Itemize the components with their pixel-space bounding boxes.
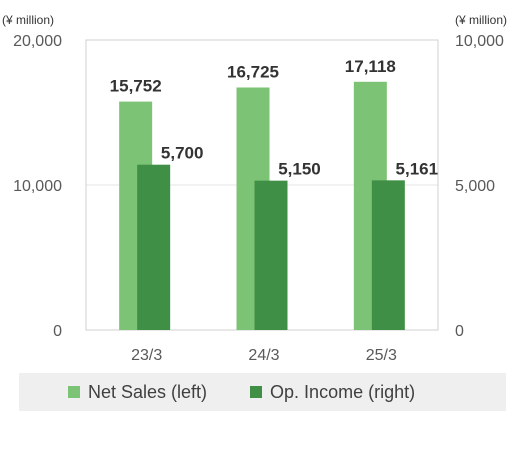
x-tick-label: 25/3 bbox=[366, 347, 397, 364]
x-tick-label: 24/3 bbox=[248, 347, 279, 364]
bar-op-income bbox=[371, 180, 405, 330]
data-label-net-sales: 17,118 bbox=[345, 57, 396, 76]
right-axis-unit: (¥ million) bbox=[455, 13, 507, 27]
data-label-op-income: 5,700 bbox=[161, 144, 204, 163]
legend-label-op-income: Op. Income (right) bbox=[270, 381, 416, 402]
data-label-net-sales: 15,752 bbox=[110, 77, 162, 96]
data-label-net-sales: 16,725 bbox=[227, 62, 279, 81]
legend-item-net-sales: Net Sales (left) bbox=[68, 382, 207, 403]
right-tick-label: 5,000 bbox=[455, 178, 495, 195]
data-labels: 15,752 5,700 16,725 5,150 17,118 5,161 bbox=[110, 57, 438, 179]
left-axis-ticks: 0 10,000 20,000 bbox=[13, 33, 62, 340]
right-tick-label: 0 bbox=[455, 323, 464, 340]
bar-op-income bbox=[137, 164, 171, 330]
legend: Net Sales (left) Op. Income (right) bbox=[19, 373, 506, 411]
left-tick-label: 0 bbox=[53, 323, 62, 340]
legend-swatch-net-sales bbox=[68, 386, 80, 398]
right-tick-label: 10,000 bbox=[455, 33, 504, 50]
legend-swatch-op-income bbox=[250, 386, 263, 398]
data-label-op-income: 5,161 bbox=[396, 159, 439, 178]
bar-op-income bbox=[254, 180, 288, 330]
bars bbox=[119, 81, 405, 330]
legend-item-op-income: Op. Income (right) bbox=[250, 382, 415, 403]
x-axis-ticks: 23/3 24/3 25/3 bbox=[131, 347, 397, 364]
left-tick-label: 20,000 bbox=[13, 33, 62, 50]
left-axis-unit: (¥ million) bbox=[2, 13, 54, 27]
right-axis-ticks: 0 5,000 10,000 bbox=[455, 33, 504, 340]
x-tick-label: 23/3 bbox=[131, 347, 162, 364]
left-tick-label: 10,000 bbox=[13, 178, 62, 195]
legend-label-net-sales: Net Sales (left) bbox=[88, 381, 208, 402]
data-label-op-income: 5,150 bbox=[278, 160, 321, 179]
